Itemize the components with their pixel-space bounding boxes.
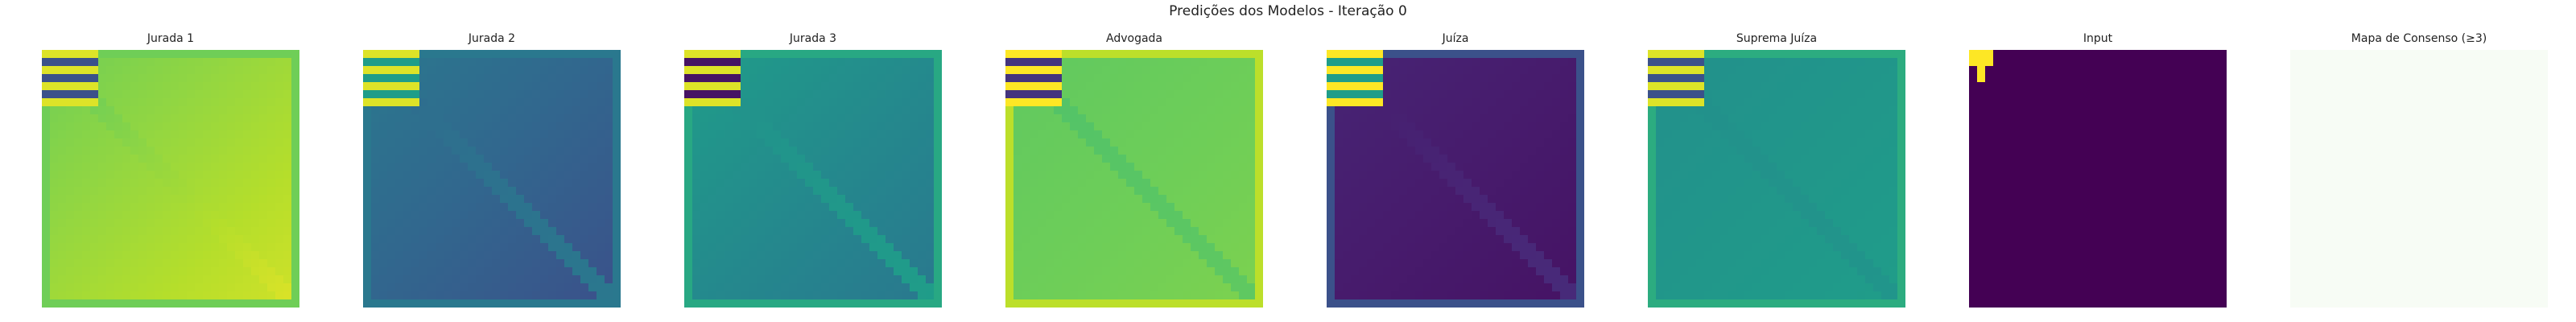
heatmap-canvas	[1969, 50, 2227, 308]
panel-advogada: Advogada	[1005, 31, 1263, 308]
panel-title: Mapa de Consenso (≥3)	[2351, 32, 2487, 45]
figure-title: Predições dos Modelos - Iteração 0	[1169, 3, 1407, 19]
panel-jurada-3: Jurada 3	[684, 31, 942, 308]
heatmap-canvas	[42, 50, 299, 308]
heatmap-canvas	[1327, 50, 1584, 308]
panel-mapa-de-consenso: Mapa de Consenso (≥3)	[2290, 31, 2548, 308]
panel-suprema-juiza: Suprema Juíza	[1648, 31, 1905, 308]
panel-title: Jurada 2	[468, 32, 516, 45]
heatmap-canvas	[2290, 50, 2548, 308]
panel-juiza: Juíza	[1327, 31, 1584, 308]
panel-input: Input	[1969, 31, 2227, 308]
panel-title: Juíza	[1442, 32, 1469, 45]
panel-title: Advogada	[1106, 32, 1162, 45]
heatmap-canvas	[1005, 50, 1263, 308]
panel-jurada-1: Jurada 1	[42, 31, 299, 308]
panel-title: Suprema Juíza	[1736, 32, 1818, 45]
heatmap-canvas	[363, 50, 621, 308]
panel-title: Jurada 1	[147, 32, 195, 45]
panel-title: Input	[2083, 32, 2113, 45]
panel-title: Jurada 3	[789, 32, 837, 45]
panel-jurada-2: Jurada 2	[363, 31, 621, 308]
heatmap-canvas	[1648, 50, 1905, 308]
heatmap-canvas	[684, 50, 942, 308]
